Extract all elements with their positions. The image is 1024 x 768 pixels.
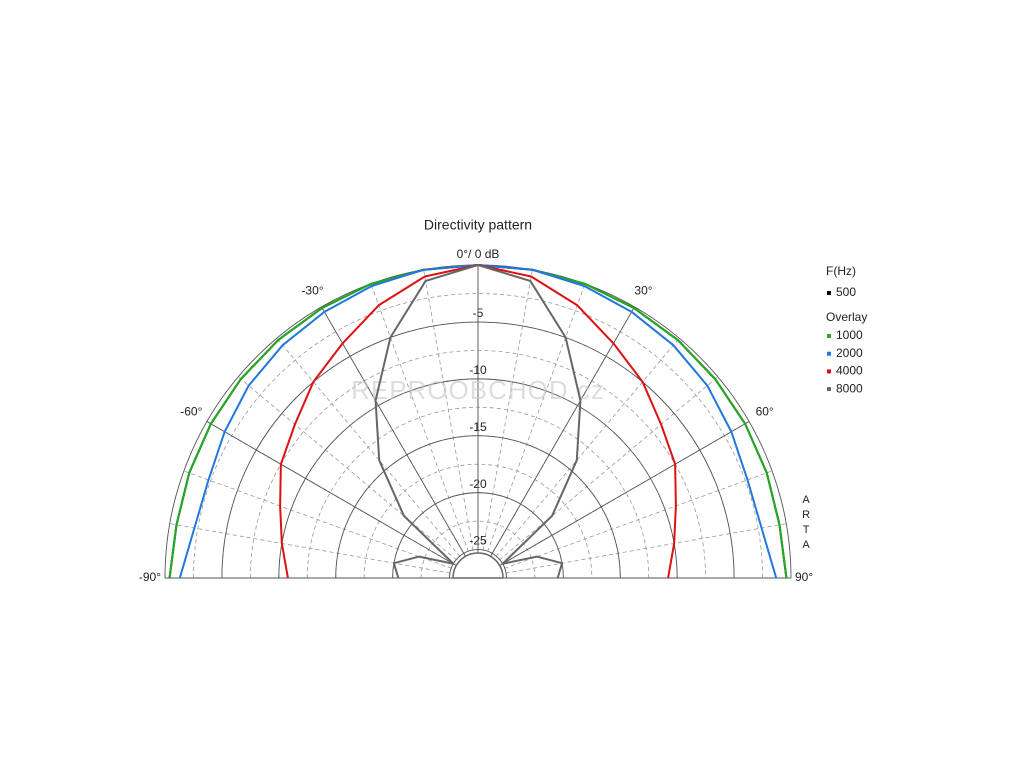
legend-swatch: [827, 387, 831, 392]
minor-spoke: [477, 523, 787, 579]
theta-grid-line: [477, 306, 635, 579]
legend-swatch: [827, 369, 831, 374]
theta-tick-label: 90°: [795, 570, 813, 584]
grid: -5-10-15-20-25-90°-60°-30°0°/ 0 dB30°60°…: [139, 247, 814, 584]
theta-tick-label: -90°: [139, 570, 161, 584]
theta-tick-label: 0°/ 0 dB: [457, 247, 500, 261]
center-hole: [452, 552, 504, 579]
minor-spoke: [477, 269, 533, 579]
theta-tick-label: -30°: [301, 284, 323, 298]
theta-tick-label: 60°: [756, 405, 774, 419]
legend-title: F(Hz): [826, 264, 856, 278]
watermark: REPROOBCHOD.cz: [351, 375, 605, 405]
side-label: ARTA: [800, 494, 812, 554]
theta-grid-line: [206, 421, 479, 579]
minor-spoke: [237, 376, 479, 579]
theta-tick-label: -60°: [180, 405, 202, 419]
theta-grid-line: [321, 306, 479, 579]
minor-spoke: [477, 376, 719, 579]
minor-spoke: [276, 337, 479, 579]
series-line: [374, 264, 582, 579]
minor-spoke: [370, 283, 479, 579]
minor-spoke: [477, 283, 586, 579]
theta-grid-line: [477, 421, 750, 579]
legend-subtitle: Overlay: [826, 310, 867, 324]
minor-spoke: [169, 523, 479, 579]
legend-swatch: [827, 334, 831, 338]
legend-label: 2000: [836, 346, 863, 360]
minor-spoke: [477, 470, 773, 579]
theta-tick-label: 30°: [634, 284, 652, 298]
minor-spoke: [477, 337, 680, 579]
legend-label: 8000: [836, 381, 863, 395]
legend-label: 4000: [836, 364, 863, 378]
minor-spoke: [183, 470, 479, 579]
legend-swatch: [827, 351, 831, 356]
chart-title: Directivity pattern: [424, 217, 532, 233]
legend-swatch: [827, 291, 831, 295]
minor-spoke: [423, 269, 479, 579]
legend-label: 1000: [836, 328, 863, 342]
curves: [168, 264, 788, 579]
legend-label: 500: [836, 285, 856, 299]
